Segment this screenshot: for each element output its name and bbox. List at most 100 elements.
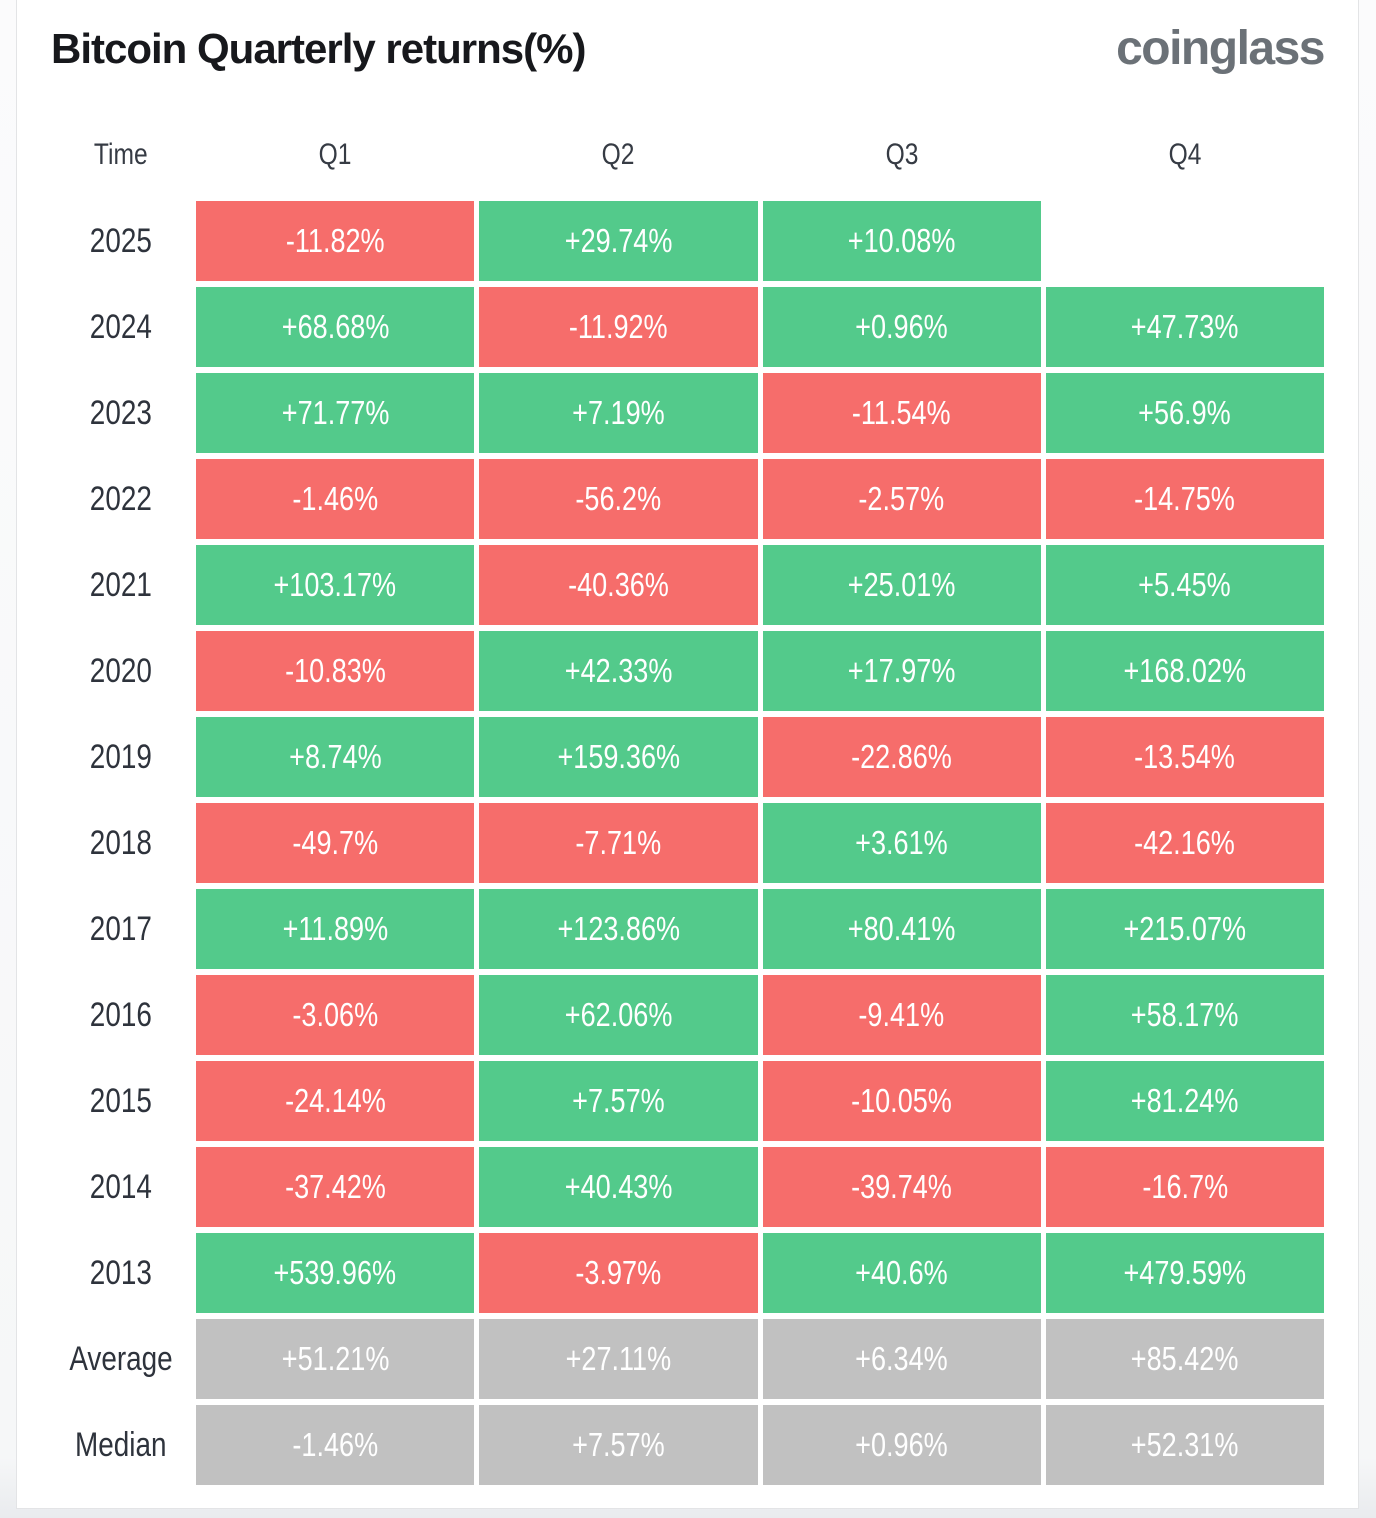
return-value: -3.97% (575, 1254, 662, 1291)
return-cell-2019-q4: -13.54% (1045, 717, 1324, 797)
return-value: +40.6% (855, 1254, 948, 1291)
return-cell-2025-q1: -11.82% (196, 201, 475, 281)
quarterly-returns-card: Bitcoin Quarterly returns(%) coinglass T… (16, 0, 1359, 1509)
coinglass-logo[interactable]: coinglass (1116, 22, 1325, 75)
return-cell-2024-q2: -11.92% (479, 287, 758, 367)
row-label: 2016 (51, 975, 191, 1055)
return-value: +58.17% (1131, 996, 1239, 1033)
column-header-q1: Q1 (196, 135, 474, 175)
table-row-2020: 2020 -10.83% +42.33% +17.97% +168.02% (51, 631, 1324, 711)
table-row-2016: 2016 -3.06% +62.06% -9.41% +58.17% (51, 975, 1324, 1055)
return-cell-2021-q2: -40.36% (479, 545, 758, 625)
returns-table: Time Q1 Q2 Q3 Q4 2025 -11.82% +29.74% +10.08% 202… (51, 135, 1324, 1485)
return-cell-2018-q3: +3.61% (762, 803, 1041, 883)
return-value: -24.14% (284, 1082, 386, 1119)
return-value: +0.96% (855, 308, 948, 345)
return-cell-2018-q2: -7.71% (479, 803, 758, 883)
return-cell-2018-q4: -42.16% (1045, 803, 1324, 883)
return-cell-2019-q1: +8.74% (196, 717, 475, 797)
return-value: +215.07% (1123, 910, 1247, 947)
return-value: -14.75% (1134, 480, 1236, 517)
return-value: -22.86% (851, 738, 953, 775)
return-value: +27.11% (565, 1340, 672, 1377)
return-cell-average-q2: +27.11% (479, 1319, 758, 1399)
return-value: -9.41% (858, 996, 945, 1033)
row-label: 2017 (51, 889, 191, 969)
return-cell-2016-q3: -9.41% (762, 975, 1041, 1055)
row-label: 2022 (51, 459, 191, 539)
return-value: +25.01% (847, 566, 956, 603)
row-label: Median (51, 1405, 191, 1485)
return-value: +56.9% (1138, 394, 1232, 431)
return-cell-average-q3: +6.34% (762, 1319, 1041, 1399)
row-label-text: 2021 (89, 565, 153, 604)
return-cell-2020-q3: +17.97% (762, 631, 1041, 711)
return-cell-2021-q1: +103.17% (196, 545, 475, 625)
return-cell-2016-q4: +58.17% (1045, 975, 1324, 1055)
table-row-2014: 2014 -37.42% +40.43% -39.74% -16.7% (51, 1147, 1324, 1227)
return-cell-2023-q3: -11.54% (762, 373, 1041, 453)
return-value: +71.77% (281, 394, 389, 431)
return-value: -39.74% (851, 1168, 953, 1205)
return-cell-2023-q4: +56.9% (1045, 373, 1324, 453)
row-label: Average (51, 1319, 191, 1399)
return-value: -42.16% (1134, 824, 1236, 861)
return-cell-2019-q3: -22.86% (762, 717, 1041, 797)
return-cell-2014-q2: +40.43% (479, 1147, 758, 1227)
return-value: +62.06% (564, 996, 673, 1033)
table-row-2013: 2013 +539.96% -3.97% +40.6% +479.59% (51, 1233, 1324, 1313)
column-header-time: Time (51, 135, 191, 175)
row-label-text: 2013 (89, 1253, 153, 1292)
return-cell-2013-q4: +479.59% (1045, 1233, 1324, 1313)
return-cell-2016-q2: +62.06% (479, 975, 758, 1055)
return-cell-average-q1: +51.21% (196, 1319, 475, 1399)
return-cell-2020-q2: +42.33% (479, 631, 758, 711)
return-cell-2015-q2: +7.57% (479, 1061, 758, 1141)
row-label-text: 2024 (89, 307, 153, 346)
row-label-text: Median (75, 1425, 167, 1464)
return-cell-2014-q4: -16.7% (1045, 1147, 1324, 1227)
return-value: +85.42% (1131, 1340, 1239, 1377)
return-value: -3.06% (292, 996, 378, 1033)
return-value: -1.46% (292, 480, 378, 517)
return-cell-2023-q2: +7.19% (479, 373, 758, 453)
row-label: 2023 (51, 373, 191, 453)
return-cell-2018-q1: -49.7% (196, 803, 475, 883)
return-value: +7.57% (572, 1082, 665, 1119)
return-cell-2024-q4: +47.73% (1045, 287, 1324, 367)
row-label-text: 2015 (89, 1081, 153, 1120)
table-row-2023: 2023 +71.77% +7.19% -11.54% +56.9% (51, 373, 1324, 453)
return-cell-2022-q2: -56.2% (479, 459, 758, 539)
return-value: +10.08% (847, 222, 956, 259)
column-header-q2: Q2 (479, 135, 757, 175)
table-row-2018: 2018 -49.7% -7.71% +3.61% -42.16% (51, 803, 1324, 883)
return-value: -11.82% (285, 222, 385, 259)
return-cell-2016-q1: -3.06% (196, 975, 475, 1055)
return-value: +168.02% (1123, 652, 1247, 689)
return-value: -10.05% (851, 1082, 953, 1119)
row-label: 2018 (51, 803, 191, 883)
return-cell-2022-q3: -2.57% (762, 459, 1041, 539)
return-cell-2020-q4: +168.02% (1045, 631, 1324, 711)
return-value: +51.21% (281, 1340, 389, 1377)
row-label: 2014 (51, 1147, 191, 1227)
return-value: +123.86% (557, 910, 680, 947)
return-cell-2020-q1: -10.83% (196, 631, 475, 711)
row-label: 2020 (51, 631, 191, 711)
return-value: +159.36% (557, 738, 680, 775)
table-row-2015: 2015 -24.14% +7.57% -10.05% +81.24% (51, 1061, 1324, 1141)
return-cell-average-q4: +85.42% (1045, 1319, 1324, 1399)
return-cell-2017-q2: +123.86% (479, 889, 758, 969)
return-cell-2014-q1: -37.42% (196, 1147, 475, 1227)
return-cell-2019-q2: +159.36% (479, 717, 758, 797)
return-cell-2013-q1: +539.96% (196, 1233, 475, 1313)
table-row-2025: 2025 -11.82% +29.74% +10.08% (51, 201, 1324, 281)
row-label-text: 2018 (89, 823, 153, 862)
column-header-label: Q2 (601, 138, 635, 171)
return-cell-2013-q3: +40.6% (762, 1233, 1041, 1313)
table-row-2017: 2017 +11.89% +123.86% +80.41% +215.07% (51, 889, 1324, 969)
column-header-q4: Q4 (1046, 135, 1324, 175)
return-cell-2013-q2: -3.97% (479, 1233, 758, 1313)
return-value: +6.34% (855, 1340, 948, 1377)
return-value: +103.17% (273, 566, 397, 603)
